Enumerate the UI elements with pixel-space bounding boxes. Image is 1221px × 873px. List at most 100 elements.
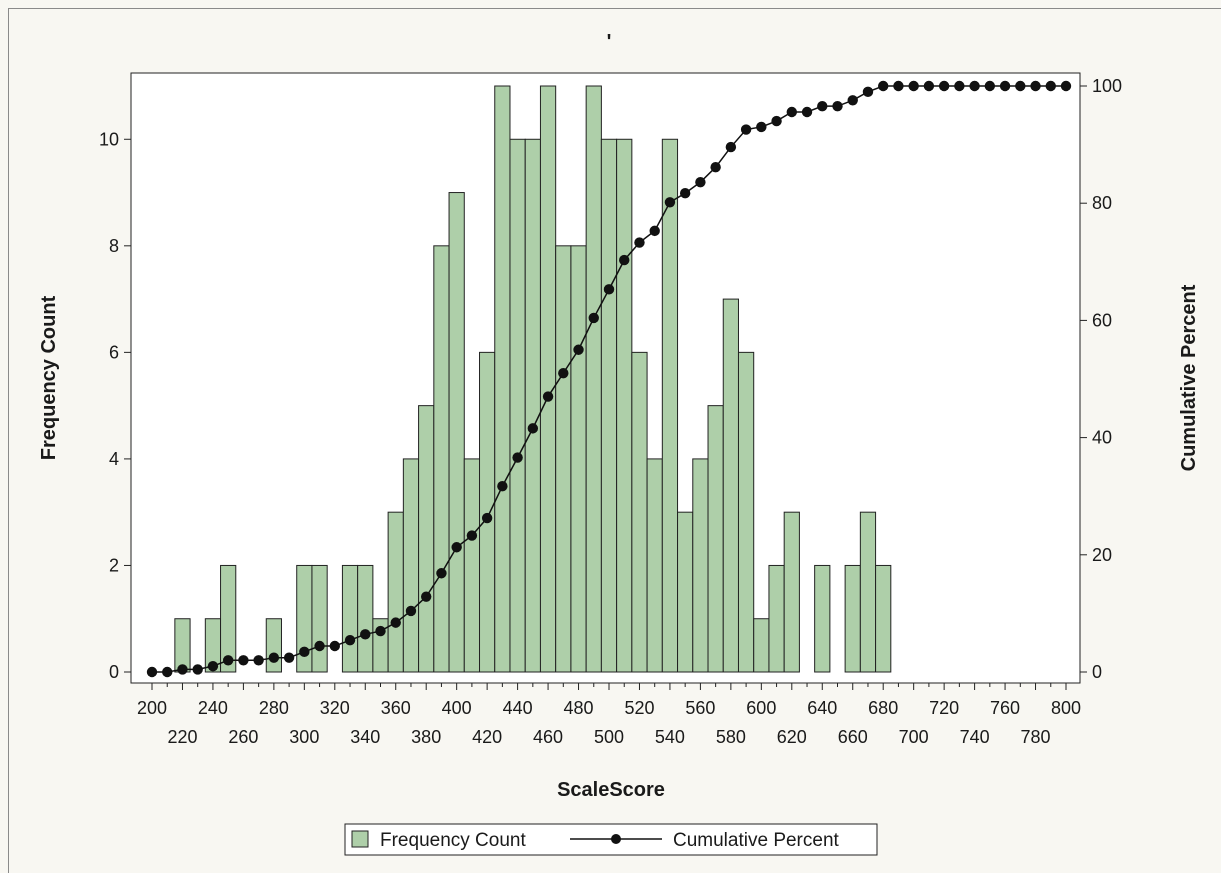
legend-label-cumulative: Cumulative Percent bbox=[673, 830, 840, 851]
cumulative-point bbox=[710, 162, 721, 173]
x-tick-label: 800 bbox=[1051, 698, 1081, 718]
bar bbox=[677, 511, 694, 673]
cumulative-point bbox=[893, 80, 904, 92]
bar bbox=[524, 138, 541, 673]
cumulative-point bbox=[283, 652, 295, 663]
bar bbox=[570, 245, 587, 673]
x-tick-label: 680 bbox=[868, 698, 898, 718]
chart-frame bbox=[8, 8, 1221, 873]
y2-tick-label: 100 bbox=[1092, 76, 1122, 96]
x-tick-label: 340 bbox=[350, 727, 380, 747]
bar bbox=[661, 138, 679, 673]
x-tick-label: 540 bbox=[655, 727, 685, 747]
y2-tick-label: 0 bbox=[1092, 662, 1102, 682]
x-tick-label: 380 bbox=[411, 727, 441, 747]
bar bbox=[631, 351, 648, 673]
cumulative-point bbox=[512, 452, 523, 463]
cumulative-point bbox=[146, 666, 158, 678]
x-tick-label: 420 bbox=[472, 727, 502, 747]
bar bbox=[402, 458, 420, 673]
bar bbox=[448, 192, 465, 673]
x-tick-label: 740 bbox=[960, 727, 990, 747]
x-tick-label: 660 bbox=[838, 727, 868, 747]
bar bbox=[875, 564, 892, 673]
legend-marker-cumulative bbox=[611, 834, 621, 844]
bar bbox=[722, 298, 739, 673]
cumulative-point bbox=[832, 100, 843, 112]
cumulative-point bbox=[756, 121, 767, 133]
bar bbox=[494, 85, 511, 673]
x-tick-label: 220 bbox=[167, 727, 197, 747]
x-tick-label: 760 bbox=[990, 698, 1020, 718]
plot-border bbox=[130, 72, 1081, 684]
x-tick-label: 700 bbox=[899, 727, 929, 747]
y-tick-label: 10 bbox=[99, 129, 119, 149]
cumulative-point bbox=[847, 95, 858, 106]
cumulative-line-series bbox=[146, 80, 1072, 678]
cumulative-point bbox=[1060, 80, 1072, 92]
y-axis-title: Frequency Count bbox=[38, 295, 60, 460]
bar bbox=[387, 511, 404, 673]
bar bbox=[265, 618, 282, 673]
cumulative-point bbox=[984, 80, 996, 92]
x-tick-label: 780 bbox=[1021, 727, 1051, 747]
cumulative-point bbox=[451, 542, 462, 553]
cumulative-point bbox=[923, 80, 935, 92]
cumulative-point bbox=[222, 655, 234, 666]
x-tick-label: 280 bbox=[259, 698, 289, 718]
cumulative-point bbox=[360, 629, 371, 640]
x-tick-label: 360 bbox=[381, 698, 411, 718]
cumulative-point bbox=[908, 80, 919, 92]
y-tick-label: 6 bbox=[109, 342, 119, 362]
cumulative-point bbox=[466, 530, 478, 541]
cumulative-point bbox=[299, 646, 310, 658]
bar bbox=[311, 564, 328, 673]
bar bbox=[753, 618, 770, 673]
x-tick-label: 580 bbox=[716, 727, 746, 747]
x-tick-label: 720 bbox=[929, 698, 959, 718]
cumulative-point bbox=[664, 197, 676, 208]
x-tick-label: 200 bbox=[137, 698, 167, 718]
bar bbox=[585, 85, 602, 673]
bar bbox=[509, 138, 526, 673]
x-tick-label: 600 bbox=[746, 698, 776, 718]
cumulative-point bbox=[634, 237, 645, 248]
x-tick-label: 620 bbox=[777, 727, 807, 747]
legend-swatch-frequency bbox=[351, 830, 369, 848]
x-tick-label: 500 bbox=[594, 727, 624, 747]
bar bbox=[539, 85, 557, 673]
x-tick-label: 460 bbox=[533, 727, 563, 747]
cumulative-point bbox=[695, 176, 706, 188]
x-axis-title: ScaleScore bbox=[557, 779, 665, 801]
bar bbox=[768, 564, 785, 673]
bar bbox=[616, 138, 633, 673]
bar bbox=[707, 405, 724, 673]
cumulative-point bbox=[1045, 80, 1056, 92]
y2-axis-title: Cumulative Percent bbox=[1178, 284, 1200, 471]
y-tick-label: 2 bbox=[109, 555, 119, 575]
bar bbox=[859, 511, 877, 673]
y2-tick-label: 40 bbox=[1092, 428, 1112, 448]
x-tick-label: 240 bbox=[198, 698, 228, 718]
cumulative-point bbox=[238, 655, 249, 666]
bar bbox=[737, 351, 755, 673]
cumulative-point bbox=[177, 664, 188, 675]
x-tick-label: 640 bbox=[807, 698, 837, 718]
cumulative-point bbox=[162, 666, 173, 678]
cumulative-point bbox=[954, 80, 965, 92]
cumulative-point bbox=[527, 423, 539, 434]
x-tick-label: 260 bbox=[228, 727, 258, 747]
cumulative-point bbox=[619, 254, 630, 266]
bar bbox=[418, 405, 435, 673]
cumulative-point bbox=[390, 617, 401, 628]
chart-title: ' bbox=[607, 31, 612, 53]
bar bbox=[433, 245, 450, 673]
legend-label-frequency: Frequency Count bbox=[380, 830, 526, 851]
bar bbox=[174, 618, 191, 673]
bar bbox=[341, 564, 359, 673]
cumulative-point bbox=[542, 391, 554, 402]
bar bbox=[814, 564, 831, 673]
cumulative-point bbox=[192, 664, 203, 675]
cumulative-point bbox=[725, 141, 737, 153]
